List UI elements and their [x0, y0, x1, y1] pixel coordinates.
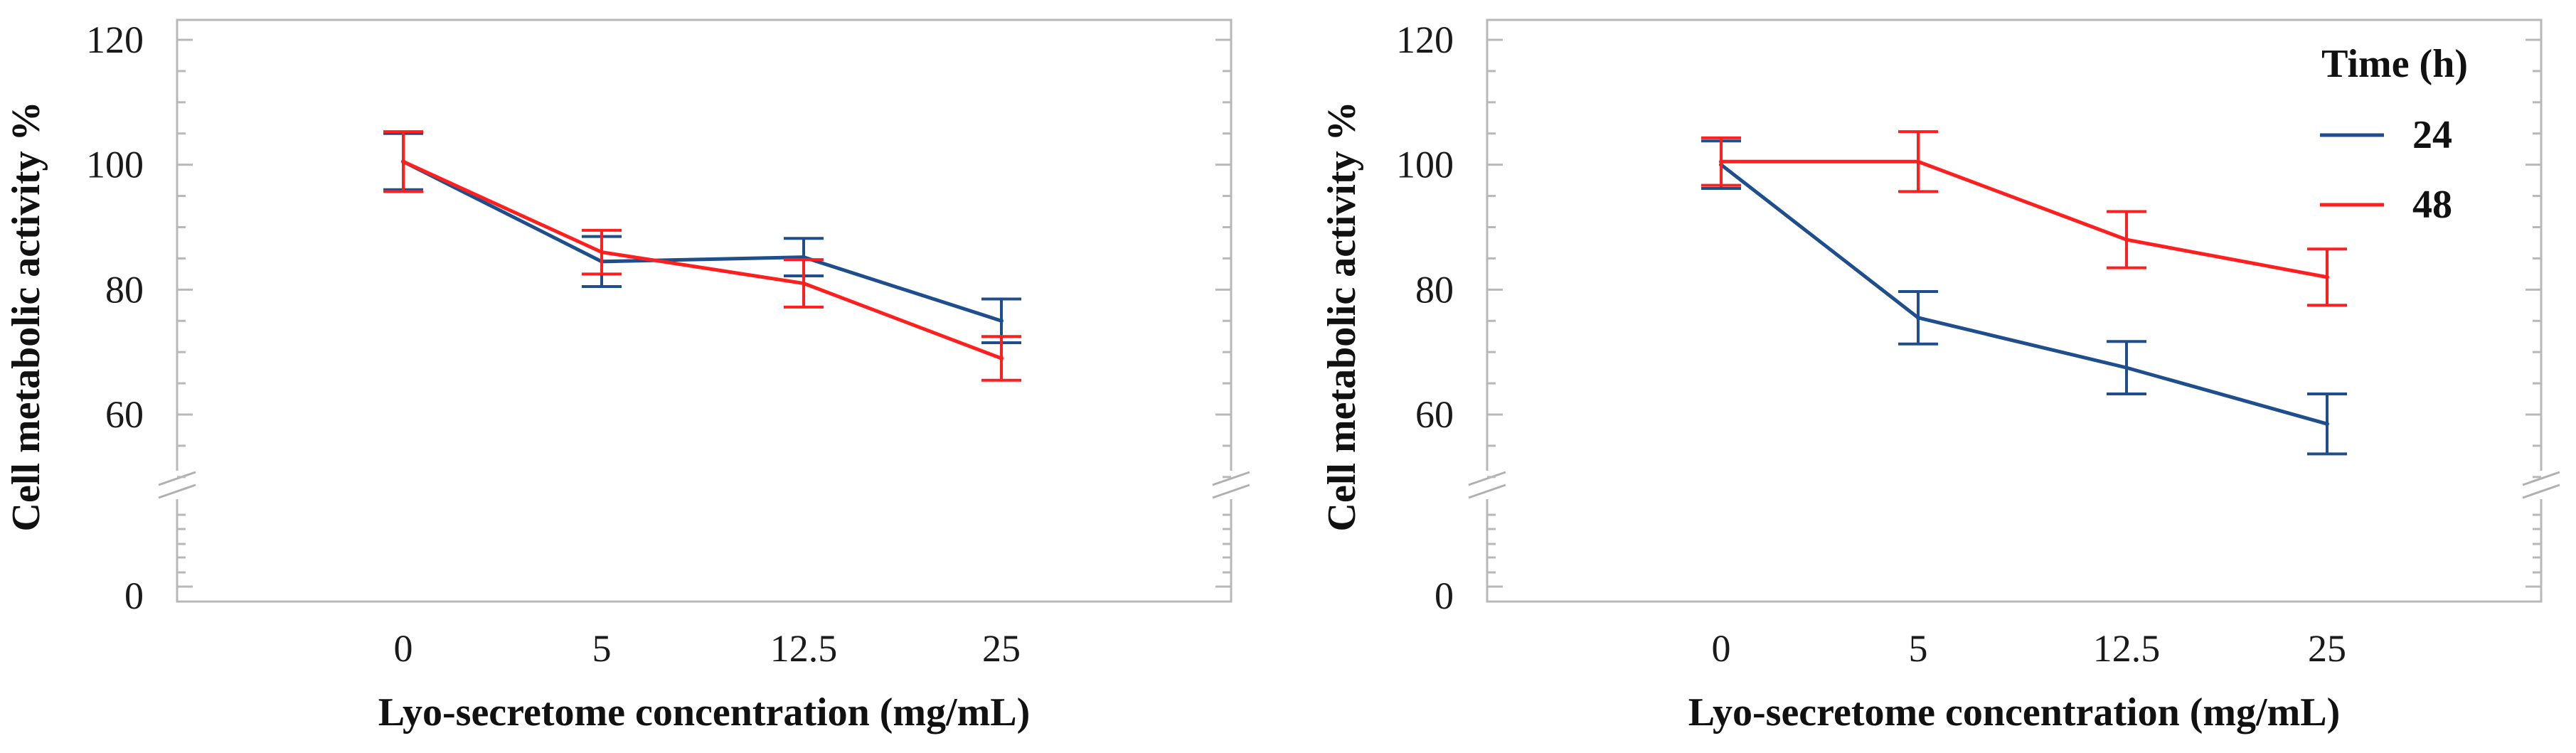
x-tick-label: 0 [394, 627, 413, 670]
plot-frame [1486, 18, 2543, 603]
y-tick-label: 80 [1415, 268, 1454, 311]
series-line-24 [402, 160, 1002, 323]
legend: Time (h) 24 48 [2320, 42, 2468, 227]
series-24 [383, 132, 1021, 344]
axis-break-mark-right-a [2522, 471, 2560, 486]
y-tick-label: 120 [86, 18, 144, 61]
y-tick-label: 100 [1396, 144, 1454, 186]
data-point [2325, 422, 2329, 427]
data-point [1916, 315, 1920, 320]
data-point [802, 255, 806, 260]
x-tick-label: 5 [1909, 627, 1928, 670]
x-tick-label: 12.5 [2093, 627, 2161, 670]
series-48 [1701, 130, 2347, 307]
y-axis-title: Cell metabolic activity % [1320, 102, 1364, 532]
chart-panel-1: 60 80 100 120 0 0 5 12.5 25 Lyo-secretome concent… [4, 18, 1252, 735]
y-tick-label: 0 [1435, 575, 1454, 617]
plot-frame [176, 18, 1233, 603]
axis-break-gap-left [156, 471, 198, 499]
chart-panel-2: 60 80 100 120 0 0 5 12.5 25 Lyo-secretome concent… [1320, 18, 2562, 735]
data-point [802, 281, 806, 286]
data-point [401, 159, 405, 164]
axis-break-mark-left-b [1468, 484, 1506, 499]
y-tick-label: 80 [105, 268, 144, 311]
axis-break-mark-left-a [158, 471, 196, 486]
legend-title: Time (h) [2321, 42, 2468, 86]
y-tick-label: 60 [1415, 393, 1454, 436]
axis-break-mark-left-a [1468, 471, 1506, 486]
y-tick-label: 100 [86, 144, 144, 186]
series-line-48 [402, 160, 1002, 361]
data-point [2325, 274, 2329, 279]
axis-break-mark-right-b [2522, 484, 2560, 499]
axis-break-gap-right [2520, 471, 2562, 499]
series-line-24 [1720, 163, 2328, 426]
series-24 [1701, 139, 2347, 456]
x-tick-label: 25 [2308, 627, 2346, 670]
y-tick-label: 0 [124, 575, 144, 617]
x-axis-title: Lyo-secretome concentration (mg/mL) [378, 690, 1030, 735]
series-line-48 [1721, 159, 2328, 279]
axis-break-mark-right-a [1212, 471, 1250, 486]
y-axis-title: Cell metabolic activity % [4, 102, 48, 532]
x-tick-label: 12.5 [770, 627, 838, 670]
x-tick-label: 0 [1712, 627, 1731, 670]
series-48 [383, 130, 1021, 382]
x-axis-title: Lyo-secretome concentration (mg/mL) [1688, 690, 2340, 735]
x-tick-label: 5 [592, 627, 612, 670]
data-point [600, 250, 604, 255]
data-point [1916, 159, 1920, 164]
axis-break-mark-left-b [158, 484, 196, 499]
y-tick-label: 120 [1396, 18, 1454, 61]
legend-label-24: 24 [2412, 113, 2452, 157]
data-point [2124, 237, 2129, 242]
x-tick-label: 25 [982, 627, 1021, 670]
legend-label-48: 48 [2412, 183, 2452, 227]
data-point [999, 356, 1004, 361]
axis-break-mark-right-b [1212, 484, 1250, 499]
y-tick-label: 60 [105, 393, 144, 436]
data-point [2124, 365, 2129, 370]
data-point [999, 319, 1004, 324]
axis-break-gap-left [1466, 471, 1508, 499]
data-point [1719, 159, 1723, 164]
axis-break-gap-right [1210, 471, 1252, 499]
